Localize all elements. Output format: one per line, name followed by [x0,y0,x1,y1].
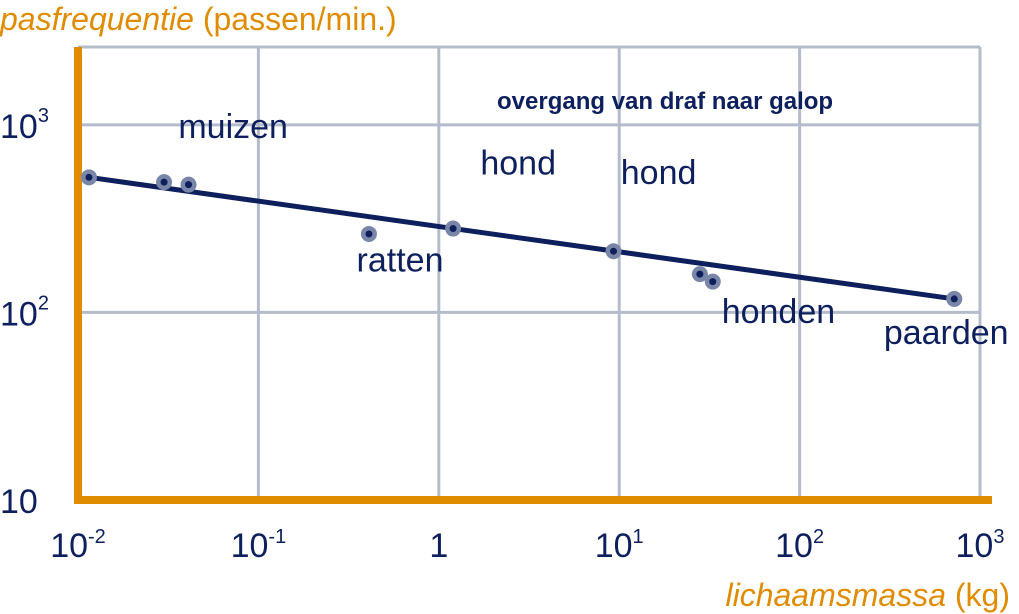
data-point [180,176,197,193]
x-axis-label-unit: (kg) [946,577,1010,613]
trendline-group [86,174,957,302]
data-points [80,169,963,307]
y-axis-label-italic: pasfrequentie [0,1,194,37]
x-axis-label-italic: lichaamsmassa [725,577,946,613]
data-point-core [610,247,618,255]
data-point-core [709,278,717,286]
x-tick-label: 1 [429,527,448,565]
annotation-label: ratten [357,242,444,280]
data-point [691,266,708,283]
data-point [80,169,97,186]
y-tick-label: 103 [0,105,49,146]
y-axis-label: pasfrequentie (passen/min.) [0,1,397,37]
data-point [360,225,377,242]
x-axis-label: lichaamsmassa (kg) [725,577,1010,613]
y-axis-label-unit: (passen/min.) [194,1,397,37]
data-point-core [185,181,193,189]
plot-frame [74,47,992,504]
annotation-label: honden [722,293,835,331]
x-tick-label: 10-2 [50,526,106,565]
data-point [605,243,622,260]
trendline [86,174,957,302]
annotations: muizen ratten hond hond honden paarden [178,108,1008,352]
annotation-label: muizen [178,108,288,146]
data-point-core [696,270,704,278]
data-point-core [365,230,373,238]
data-point [946,290,963,307]
data-point-core [85,173,93,181]
y-tick-labels: 10 102 103 [0,105,49,521]
annotation-label: hond [480,144,556,182]
data-point-core [950,295,958,303]
x-tick-labels: 10-2 10-1 1 101 102 103 [50,526,1004,565]
y-tick-label: 10 [0,483,38,521]
data-point [156,174,173,191]
x-tick-label: 10-1 [231,526,287,565]
annotation-label: paarden [884,314,1009,352]
grid [78,45,982,500]
data-point-core [160,178,168,186]
data-point-core [449,225,457,233]
chart-title: overgang van draf naar galop [497,88,833,115]
x-tick-label: 103 [956,526,1005,565]
annotation-label: hond [621,154,697,192]
data-point [704,273,721,290]
data-point [445,220,462,237]
y-tick-label: 102 [0,292,49,333]
x-tick-label: 102 [775,526,824,565]
x-tick-label: 101 [595,526,644,565]
